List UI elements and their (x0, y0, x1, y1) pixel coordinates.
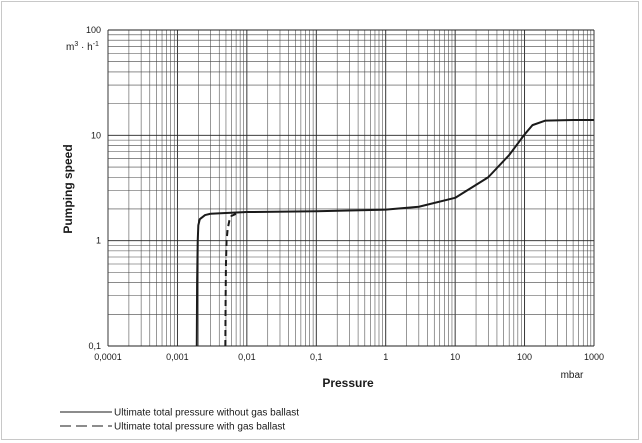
legend-label: Ultimate total pressure without gas ball… (114, 408, 299, 419)
x-tick-label: 1 (383, 352, 388, 362)
x-tick-label: 0,001 (166, 352, 189, 362)
x-tick-label: 10 (450, 352, 460, 362)
y-axis-unit: m3 · h-1 (66, 41, 99, 53)
series-layer (195, 118, 594, 347)
y-tick-label: 10 (91, 130, 101, 140)
legend-label: Ultimate total pressure with gas ballast (114, 422, 285, 433)
legend: Ultimate total pressure without gas ball… (60, 408, 299, 433)
x-tick-label: 1000 (584, 352, 604, 362)
x-axis-unit: mbar (561, 370, 584, 381)
series-line-without-gas-ballast (195, 118, 594, 347)
x-tick-label: 0,0001 (94, 352, 122, 362)
y-tick-label: 100 (86, 25, 101, 35)
grid (107, 29, 595, 347)
x-axis-title: Pressure (322, 376, 374, 390)
x-tick-label: 0,1 (310, 352, 323, 362)
x-tick-label: 100 (517, 352, 532, 362)
x-tick-label: 0,01 (238, 352, 256, 362)
x-tick-labels: 0,0001 0,001 0,01 0,1 1 10 100 1000 (94, 352, 604, 362)
y-tick-label: 1 (96, 236, 101, 246)
y-tick-label: 0,1 (88, 341, 101, 351)
y-tick-labels: 0,1 1 10 100 (86, 25, 101, 351)
y-axis-title: Pumping speed (61, 144, 75, 233)
series-line-with-gas-ballast (224, 212, 241, 347)
